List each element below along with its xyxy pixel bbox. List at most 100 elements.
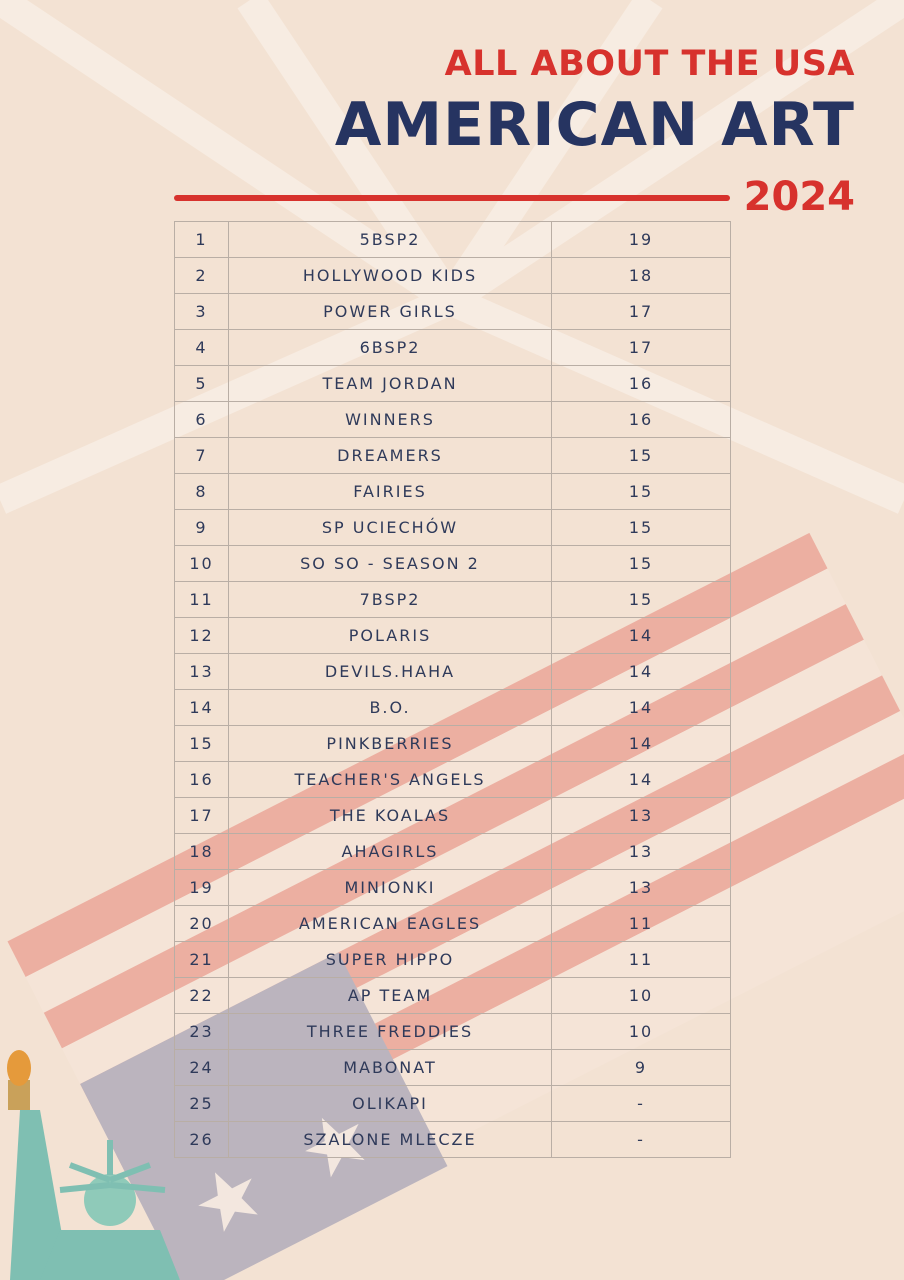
rank: 8 [174,473,229,510]
table-row: 10 SO SO - SEASON 2 15 [174,545,731,582]
team-name: POWER GIRLS [228,293,552,330]
team-name: SP UCIECHÓW [228,509,552,546]
rank: 13 [174,653,229,690]
year: 2024 [743,174,855,220]
rank: 19 [174,869,229,906]
team-name: SZALONE MLECZE [228,1121,552,1158]
team-name: HOLLYWOOD KIDS [228,257,552,294]
table-row: 22 AP TEAM 10 [174,977,731,1014]
score: 18 [551,257,731,294]
score: 13 [551,869,731,906]
team-name: 5BSP2 [228,221,552,258]
rank: 2 [174,257,229,294]
results-table: 1 5BSP2 19 2 HOLLYWOOD KIDS 18 3 POWER GIRLS 17 4… [174,221,731,1158]
score: - [551,1121,731,1158]
score: 14 [551,761,731,798]
table-row: 24 MABONAT 9 [174,1049,731,1086]
rank: 7 [174,437,229,474]
score: 9 [551,1049,731,1086]
table-row: 25 OLIKAPI - [174,1085,731,1122]
team-name: SUPER HIPPO [228,941,552,978]
rank: 17 [174,797,229,834]
table-row: 8 FAIRIES 15 [174,473,731,510]
score: 15 [551,437,731,474]
rank: 4 [174,329,229,366]
score: 15 [551,581,731,618]
score: 13 [551,797,731,834]
table-row: 1 5BSP2 19 [174,221,731,258]
score: 19 [551,221,731,258]
table-row: 18 AHAGIRLS 13 [174,833,731,870]
score: 14 [551,725,731,762]
team-name: AP TEAM [228,977,552,1014]
rank: 9 [174,509,229,546]
score: 15 [551,545,731,582]
team-name: OLIKAPI [228,1085,552,1122]
team-name: DREAMERS [228,437,552,474]
table-row: 26 SZALONE MLECZE - [174,1121,731,1158]
table-row: 17 THE KOALAS 13 [174,797,731,834]
rank: 1 [174,221,229,258]
team-name: THREE FREDDIES [228,1013,552,1050]
rank: 22 [174,977,229,1014]
table-row: 5 TEAM JORDAN 16 [174,365,731,402]
team-name: WINNERS [228,401,552,438]
table-row: 16 TEACHER'S ANGELS 14 [174,761,731,798]
rank: 23 [174,1013,229,1050]
score: 16 [551,401,731,438]
rank: 14 [174,689,229,726]
table-row: 4 6BSP2 17 [174,329,731,366]
team-name: AHAGIRLS [228,833,552,870]
rank: 5 [174,365,229,402]
score: 16 [551,365,731,402]
rank: 12 [174,617,229,654]
team-name: SO SO - SEASON 2 [228,545,552,582]
score: 10 [551,977,731,1014]
team-name: TEACHER'S ANGELS [228,761,552,798]
team-name: 7BSP2 [228,581,552,618]
score: 11 [551,941,731,978]
divider [174,195,730,201]
rank: 26 [174,1121,229,1158]
score: 15 [551,473,731,510]
table-row: 12 POLARIS 14 [174,617,731,654]
score: 15 [551,509,731,546]
team-name: FAIRIES [228,473,552,510]
table-row: 13 DEVILS.HAHA 14 [174,653,731,690]
score: 14 [551,653,731,690]
table-row: 14 B.O. 14 [174,689,731,726]
kicker: ALL ABOUT THE USA [444,44,855,84]
team-name: MABONAT [228,1049,552,1086]
score: 11 [551,905,731,942]
table-row: 2 HOLLYWOOD KIDS 18 [174,257,731,294]
table-row: 20 AMERICAN EAGLES 11 [174,905,731,942]
team-name: B.O. [228,689,552,726]
score: 14 [551,617,731,654]
table-row: 19 MINIONKI 13 [174,869,731,906]
score: 14 [551,689,731,726]
score: 13 [551,833,731,870]
table-row: 6 WINNERS 16 [174,401,731,438]
statue-illustration [7,1050,180,1280]
rank: 10 [174,545,229,582]
rank: 20 [174,905,229,942]
rank: 6 [174,401,229,438]
team-name: THE KOALAS [228,797,552,834]
rank: 3 [174,293,229,330]
rank: 18 [174,833,229,870]
table-row: 7 DREAMERS 15 [174,437,731,474]
table-row: 23 THREE FREDDIES 10 [174,1013,731,1050]
rank: 24 [174,1049,229,1086]
rank: 16 [174,761,229,798]
score: 17 [551,293,731,330]
team-name: POLARIS [228,617,552,654]
table-row: 3 POWER GIRLS 17 [174,293,731,330]
rank: 11 [174,581,229,618]
team-name: TEAM JORDAN [228,365,552,402]
table-row: 21 SUPER HIPPO 11 [174,941,731,978]
score: - [551,1085,731,1122]
table-row: 9 SP UCIECHÓW 15 [174,509,731,546]
team-name: 6BSP2 [228,329,552,366]
table-row: 11 7BSP2 15 [174,581,731,618]
team-name: DEVILS.HAHA [228,653,552,690]
